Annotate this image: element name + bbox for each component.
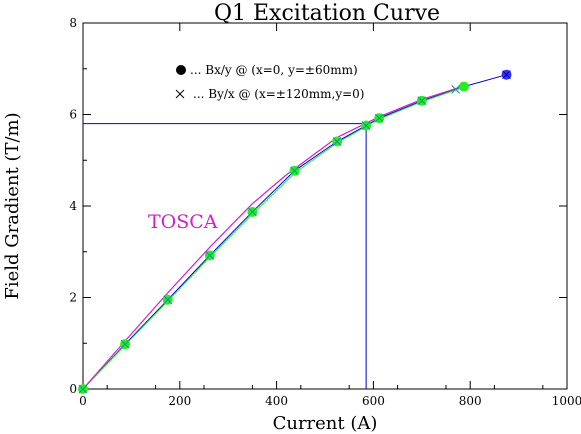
legend-cross-marker: [175, 89, 185, 99]
tosca-curve: [82, 85, 465, 390]
legend-circle-marker: [176, 65, 186, 75]
x-tick-label: 200: [168, 394, 191, 408]
x-tick-label: 400: [265, 394, 288, 408]
x-tick-label: 1000: [552, 394, 581, 408]
y-tick-label: 0: [69, 382, 77, 396]
y-tick-label: 8: [69, 16, 77, 30]
data-point-cross: [205, 251, 215, 260]
y-tick-label: 2: [69, 291, 77, 305]
data-point-cross: [451, 84, 461, 94]
data-point-cross: [374, 113, 384, 123]
data-point-cross: [332, 137, 342, 146]
x-axis-label: Current (A): [273, 413, 378, 434]
reference-lines: [83, 123, 367, 389]
legend-entry-1: ... Bx/y @ (x=0, y=±60mm): [190, 63, 358, 77]
x-tick-label: 600: [362, 394, 385, 408]
series-curves: [82, 74, 507, 390]
y-axis-label: Field Gradient (T/m): [2, 112, 23, 299]
data-point-cross: [163, 295, 173, 305]
y-tick-label: 4: [69, 199, 77, 213]
x-tick-label: 0: [79, 394, 87, 408]
x-tick-label: 800: [459, 394, 482, 408]
data-point-cross: [417, 96, 427, 106]
data-point-cross: [120, 339, 130, 349]
data-point-cross: [290, 166, 299, 176]
legend: ... Bx/y @ (x=0, y=±60mm) ... By/x @ (x=…: [175, 63, 364, 101]
y-tick-label: 6: [69, 108, 77, 122]
data-point-cross: [361, 121, 371, 130]
axis-ticks: 0 200 400 600 800 1000 0 2 4 6 8: [69, 16, 581, 408]
legend-entry-2: ... By/x @ (x=±120mm,y=0): [193, 87, 364, 101]
fit-curve-1: [82, 74, 507, 390]
data-point-cross: [248, 207, 257, 217]
tosca-annotation: TOSCA: [148, 211, 218, 233]
chart-title: Q1 Excitation Curve: [214, 1, 440, 26]
data-point-cross-blue: [502, 70, 511, 80]
data-point-cross: [78, 384, 88, 394]
series-markers: [78, 69, 512, 394]
data-point-circle: [458, 81, 469, 92]
fit-curve-2: [82, 86, 465, 390]
